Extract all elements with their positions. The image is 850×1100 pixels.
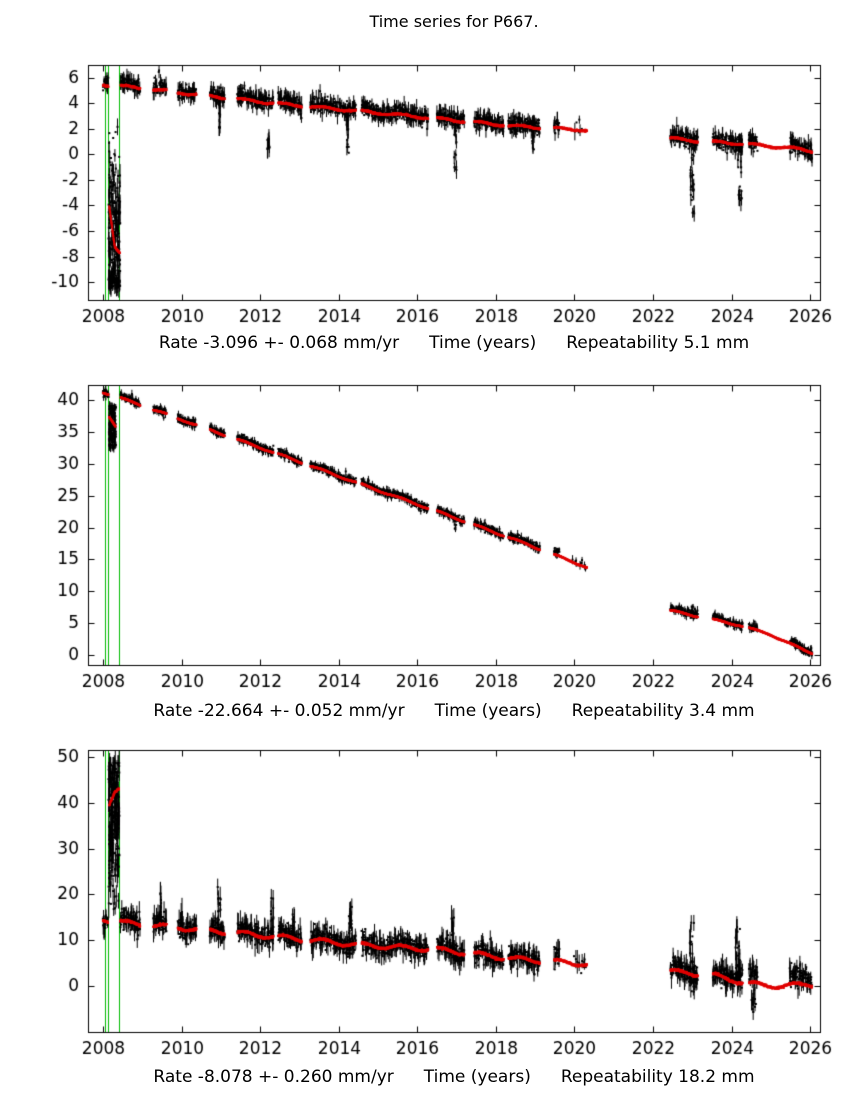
longitude-rate-label: Rate -22.664 +- 0.052 mm/yr — [153, 701, 405, 721]
height-rate-label: Rate -8.078 +- 0.260 mm/yr — [153, 1067, 394, 1087]
latitude-time-axis-label: Time (years) — [429, 333, 537, 353]
longitude-chart-canvas — [0, 375, 850, 695]
latitude-rate-label: Rate -3.096 +- 0.068 mm/yr — [158, 333, 400, 353]
longitude-caption: Rate -22.664 +- 0.052 mm/yr Time (years)… — [88, 700, 820, 722]
latitude-chart-canvas — [0, 55, 850, 330]
height-repeatability-label: Repeatability 18.2 mm — [560, 1067, 755, 1087]
height-time-axis-label: Time (years) — [423, 1067, 531, 1087]
latitude-repeatability-label: Repeatability 5.1 mm — [566, 333, 750, 353]
height-caption: Rate -8.078 +- 0.260 mm/yr Time (years) … — [88, 1066, 820, 1088]
longitude-repeatability-label: Repeatability 3.4 mm — [571, 701, 755, 721]
longitude-time-axis-label: Time (years) — [434, 701, 542, 721]
page-title: Time series for P667. — [369, 12, 539, 31]
height-chart-canvas — [0, 740, 850, 1062]
latitude-caption: Rate -3.096 +- 0.068 mm/yr Time (years) … — [88, 332, 820, 354]
